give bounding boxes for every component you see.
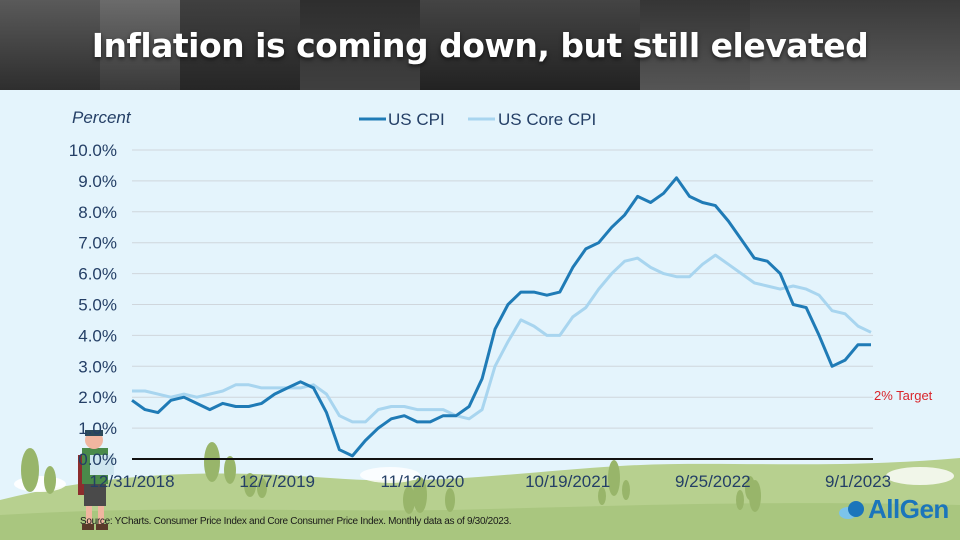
legend: US CPI US Core CPI xyxy=(359,110,596,129)
y-tick-label: 5.0% xyxy=(78,296,117,315)
y-tick-label: 8.0% xyxy=(78,203,117,222)
y-tick-label: 0.0% xyxy=(78,450,117,469)
target-annotation: 2% Target xyxy=(874,388,933,403)
header-banner: Inflation is coming down, but still elev… xyxy=(0,0,960,90)
series-line-us-cpi xyxy=(131,176,871,458)
x-axis-ticks: 12/31/2018 12/7/2019 11/12/2020 10/19/2021 9… xyxy=(89,472,891,491)
banner-photo xyxy=(750,0,960,90)
hill-front xyxy=(0,503,960,540)
y-tick-label: 4.0% xyxy=(78,326,117,345)
trees xyxy=(21,442,761,514)
banner-photo xyxy=(640,0,750,90)
x-tick-label: 9/1/2023 xyxy=(825,472,891,491)
banner-photo xyxy=(420,0,640,90)
legend-item-us-core-cpi: US Core CPI xyxy=(468,110,596,129)
series-lines xyxy=(131,176,872,458)
hiker-illustration xyxy=(78,430,114,530)
logo-text: AllGen xyxy=(868,494,949,524)
x-tick-label: 11/12/2020 xyxy=(380,472,464,491)
y-tick-label: 6.0% xyxy=(78,265,117,284)
slide-title: Inflation is coming down, but still elev… xyxy=(91,25,869,65)
legend-item-us-cpi: US CPI xyxy=(359,110,445,129)
cloud-icon xyxy=(886,467,954,485)
y-tick-label: 9.0% xyxy=(78,172,117,191)
legend-label-core-cpi: US Core CPI xyxy=(498,110,596,129)
series-line-us-core-cpi xyxy=(132,253,872,424)
legend-label-cpi: US CPI xyxy=(388,110,445,129)
y-tick-label: 2.0% xyxy=(78,388,117,407)
gridlines xyxy=(132,149,873,429)
banner-photo xyxy=(180,0,300,90)
y-axis-ticks: 0.0% 1.0% 2.0% 3.0% 4.0% 5.0% 6.0% 7.0% 8.0% 9.0%… xyxy=(69,141,117,469)
x-tick-label: 12/31/2018 xyxy=(89,472,174,491)
y-tick-label: 10.0% xyxy=(69,141,117,160)
cloud-logo-icon xyxy=(839,500,864,519)
x-tick-label: 9/25/2022 xyxy=(675,472,751,491)
y-tick-label: 7.0% xyxy=(78,234,117,253)
banner-photo xyxy=(300,0,420,90)
x-tick-label: 10/19/2021 xyxy=(525,472,610,491)
y-tick-label: 1.0% xyxy=(78,419,117,438)
cloud-icon xyxy=(360,467,420,483)
x-tick-label: 12/7/2019 xyxy=(239,472,315,491)
banner-photo xyxy=(0,0,100,90)
y-tick-label: 3.0% xyxy=(78,357,117,376)
source-footnote: Source: YCharts. Consumer Price Index an… xyxy=(80,516,512,527)
allgen-logo: AllGen xyxy=(838,494,949,525)
banner-photo xyxy=(100,0,180,90)
y-axis-label: Percent xyxy=(72,108,132,127)
